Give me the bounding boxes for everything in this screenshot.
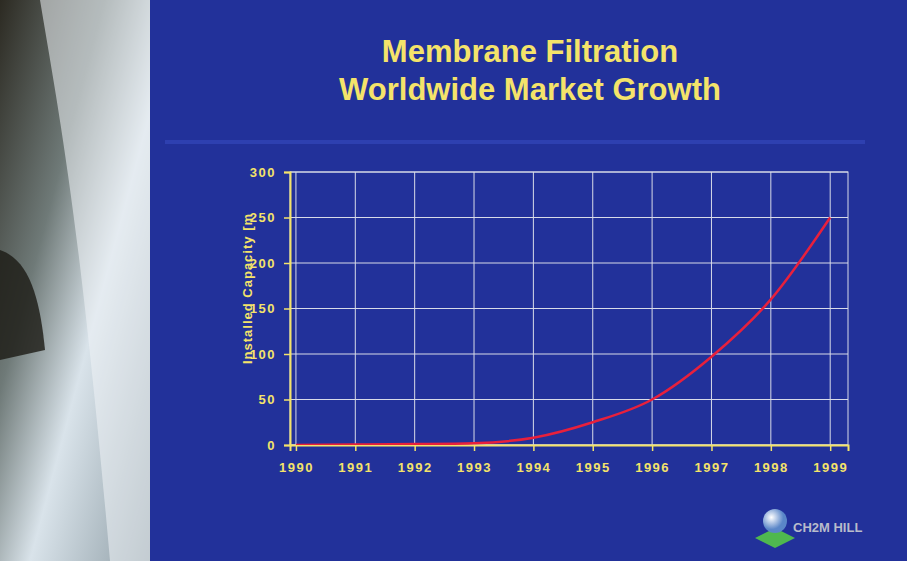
tick-mark <box>284 263 290 265</box>
tick-label: 1991 <box>338 460 373 475</box>
tick: 1990 <box>279 445 314 475</box>
photo-rock <box>0 250 45 360</box>
plot-marks <box>296 218 830 446</box>
title: Membrane FiltrationWorldwide Market Grow… <box>339 34 721 107</box>
tick: 1994 <box>516 445 551 475</box>
tick-label: 1990 <box>279 460 314 475</box>
background <box>0 0 907 561</box>
grid-line <box>652 172 653 445</box>
tick: 1997 <box>695 445 730 475</box>
grid-line <box>414 172 415 445</box>
tick-label: 1994 <box>516 460 551 475</box>
x-axis: 1990 1991 1992 1993 1994 1995 1996 1997 1998 1999 <box>279 445 849 475</box>
tick: 1992 <box>398 445 433 475</box>
grid-line <box>295 172 296 445</box>
tick-mark <box>284 217 290 219</box>
tick: 250 <box>250 210 290 225</box>
tick-label: 1997 <box>695 460 730 475</box>
grid-line <box>290 263 848 264</box>
tick: 1998 <box>754 445 789 475</box>
grid-line <box>592 172 593 445</box>
series-line <box>296 218 830 446</box>
tick-mark <box>711 445 713 451</box>
tick-label: 1992 <box>398 460 433 475</box>
plot-frame <box>290 172 848 445</box>
tick-mark <box>592 445 594 451</box>
tick: 100 <box>250 347 290 362</box>
axis-line <box>284 173 291 446</box>
separator <box>165 140 865 144</box>
grid-line <box>830 172 831 445</box>
tick: 1993 <box>457 445 492 475</box>
tick: 300 <box>250 165 290 180</box>
logo-text: CH2M HILL <box>793 520 862 535</box>
grid-line <box>711 172 712 445</box>
grid <box>290 172 848 445</box>
tick: 1996 <box>635 445 670 475</box>
tick: 1991 <box>338 445 373 475</box>
tick-label: 1995 <box>576 460 611 475</box>
tick: 1995 <box>576 445 611 475</box>
logo-ball <box>763 509 787 533</box>
tick-mark <box>355 445 357 451</box>
tick: 200 <box>250 256 290 271</box>
tick-mark <box>284 308 290 310</box>
axis-title: Installed Capacity [m <box>240 213 255 364</box>
tick-mark <box>533 445 535 451</box>
tick-mark <box>414 445 416 451</box>
grid-line <box>770 172 771 445</box>
tick-label: 1999 <box>813 460 848 475</box>
tick-mark <box>284 172 290 174</box>
grid-line <box>290 217 848 218</box>
tick-mark <box>771 445 773 451</box>
tick-label: 1996 <box>635 460 670 475</box>
grid-line <box>355 172 356 445</box>
tick-mark <box>474 445 476 451</box>
tick-label: 300 <box>250 165 276 180</box>
y-axis: 0 50 100 150 200 250 300 <box>250 165 291 453</box>
slide: Membrane FiltrationWorldwide Market Grow… <box>0 0 907 561</box>
grid-line <box>290 399 848 400</box>
tick-mark <box>284 445 290 447</box>
tick-label: 1998 <box>754 460 789 475</box>
tick: 50 <box>259 392 290 407</box>
tick-mark <box>296 445 298 451</box>
tick-mark <box>284 399 290 401</box>
tick: 0 <box>267 438 290 453</box>
photo-water <box>40 0 150 561</box>
tick-mark <box>284 354 290 356</box>
tick: 1999 <box>813 445 848 475</box>
axis-line <box>291 446 849 452</box>
grid-line <box>290 354 848 355</box>
tick: 150 <box>250 301 290 316</box>
grid-line <box>474 172 475 445</box>
tick-mark <box>830 445 832 451</box>
tick-label: 50 <box>259 392 276 407</box>
tick-label: 1993 <box>457 460 492 475</box>
tick-label: 0 <box>267 438 276 453</box>
photo-strip <box>0 0 150 561</box>
grid-line <box>533 172 534 445</box>
tick-mark <box>652 445 654 451</box>
